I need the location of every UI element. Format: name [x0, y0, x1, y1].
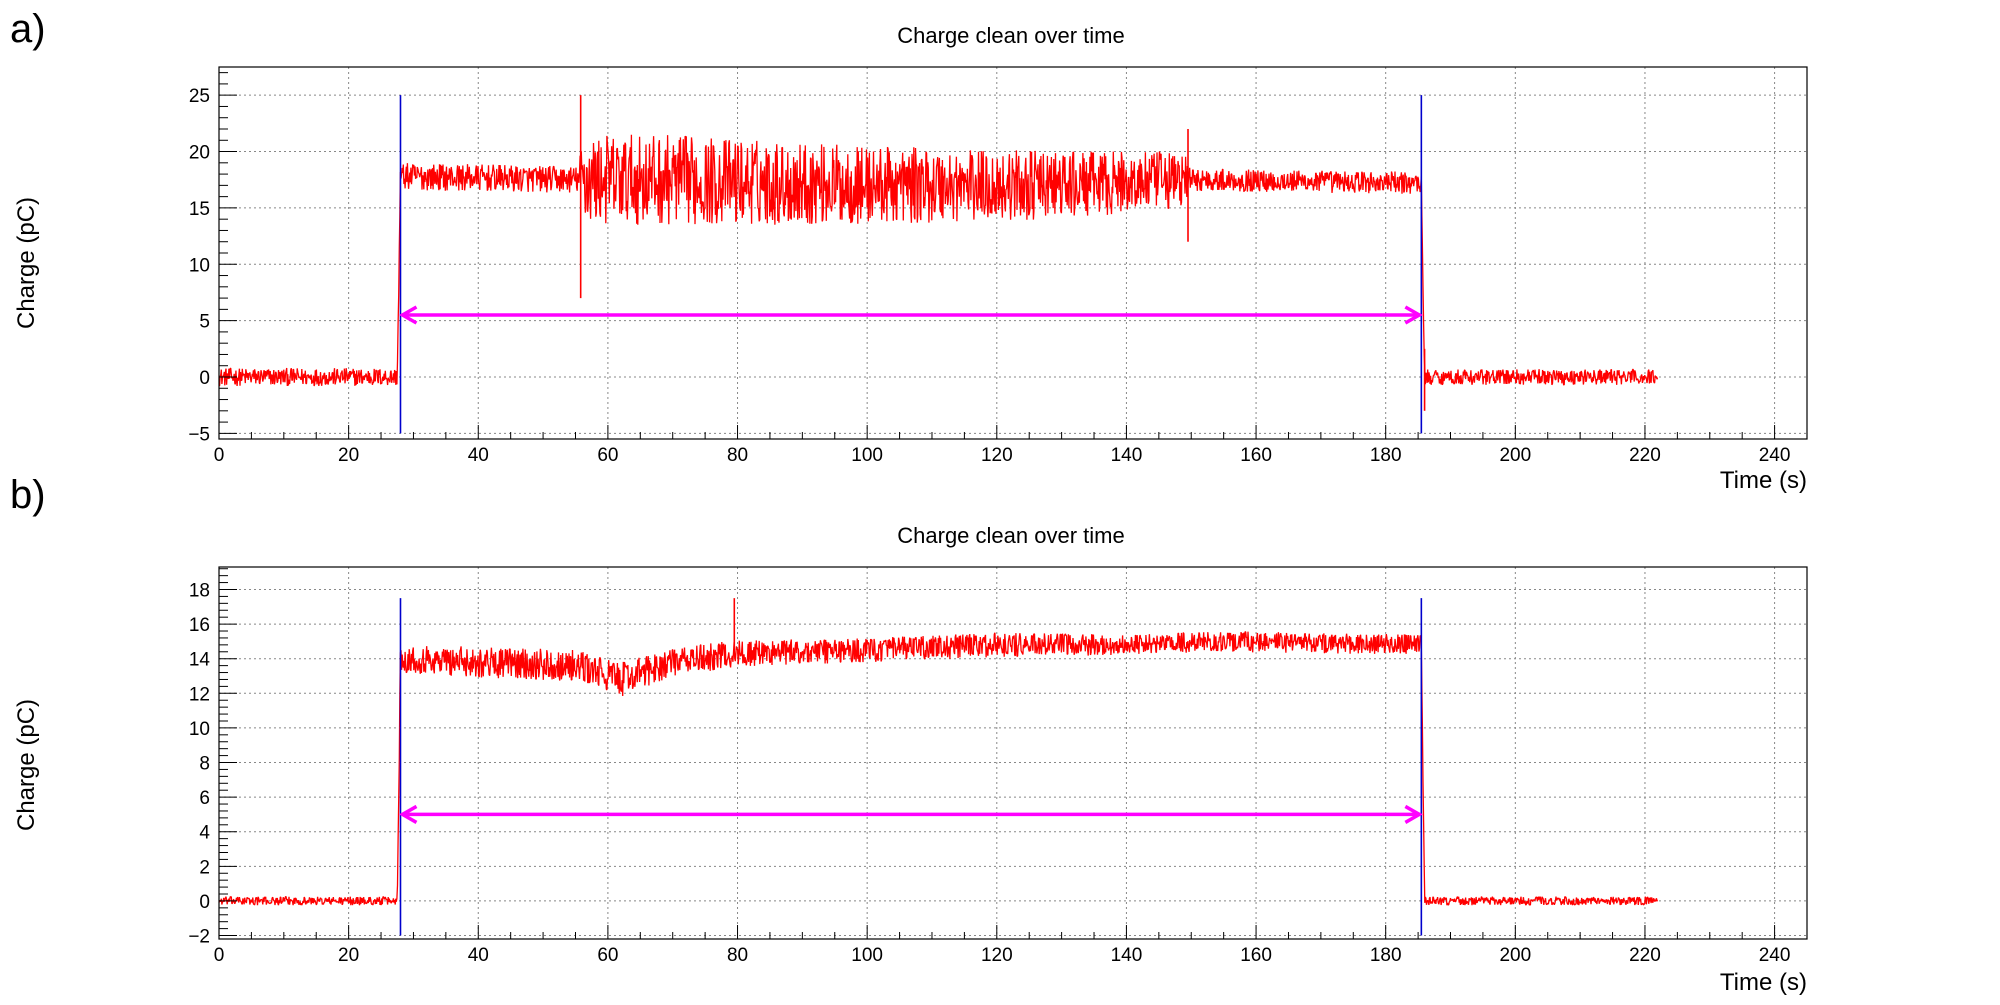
- a-signal-trace: [218, 134, 1659, 387]
- b-y-tick-label: 6: [199, 788, 210, 809]
- a-y-tick-label: 25: [189, 86, 210, 107]
- a-x-tick-label: 240: [1759, 445, 1791, 466]
- a-window-arrowhead-left: [398, 305, 418, 325]
- b-x-tick-label: 120: [981, 945, 1013, 966]
- b-y-tick-label: 18: [189, 580, 210, 601]
- b-y-tick-label: 0: [199, 892, 210, 913]
- a-x-tick-label: 220: [1629, 445, 1661, 466]
- panel-b-tag: b): [10, 473, 46, 517]
- b-x-tick-label: 100: [851, 945, 883, 966]
- panel-b-title: Charge clean over time: [897, 523, 1124, 548]
- a-x-tick-label: 20: [338, 445, 359, 466]
- panel-a-plot: 0 20 40 60 80 100 120 140 160 180 200 220 240−505101…: [188, 66, 1808, 466]
- a-x-tick-label: 100: [851, 445, 883, 466]
- b-x-tick-label: 180: [1370, 945, 1402, 966]
- b-y-tick-label: 4: [199, 823, 210, 844]
- b-window-arrowhead-left: [398, 804, 418, 824]
- a-x-tick-label: 180: [1370, 445, 1402, 466]
- b-signal-trace: [218, 631, 1659, 906]
- panel-b-xlabel: Time (s): [1720, 969, 1807, 996]
- b-x-tick-label: 60: [597, 945, 618, 966]
- panel-a-xlabel: Time (s): [1720, 467, 1807, 494]
- a-plot-frame: [218, 66, 1808, 440]
- a-y-tick-label: 0: [199, 368, 210, 389]
- b-y-tick-label: 14: [189, 650, 211, 671]
- a-x-tick-label: 120: [981, 445, 1013, 466]
- a-x-tick-label: 200: [1499, 445, 1531, 466]
- panel-a-ylabel: Charge (pC): [13, 197, 40, 329]
- b-y-tick-label: 16: [189, 615, 210, 636]
- b-y-tick-label: 10: [189, 719, 210, 740]
- panel-b-plot: 0 20 40 60 80 100 120 140 160 180 200 220 240−202468…: [188, 566, 1808, 966]
- a-window-arrowhead-right: [1404, 305, 1423, 325]
- b-x-tick-label: 80: [727, 945, 748, 966]
- a-y-tick-label: 10: [189, 255, 210, 276]
- b-window-arrowhead-right: [1404, 804, 1423, 824]
- b-x-tick-label: 140: [1111, 945, 1143, 966]
- b-y-tick-label: 2: [199, 857, 210, 878]
- b-x-tick-label: 20: [338, 945, 359, 966]
- b-y-tick-label: 12: [189, 684, 210, 705]
- a-y-tick-label: −5: [188, 424, 210, 445]
- b-y-tick-label: −2: [188, 927, 210, 948]
- b-plot-frame: [218, 566, 1808, 940]
- a-y-tick-label: 5: [199, 312, 210, 333]
- b-x-tick-label: 40: [468, 945, 489, 966]
- a-y-tick-label: 15: [189, 199, 210, 220]
- a-x-tick-label: 140: [1111, 445, 1143, 466]
- a-x-tick-label: 80: [727, 445, 748, 466]
- b-x-tick-label: 160: [1240, 945, 1272, 966]
- b-x-tick-label: 0: [214, 945, 225, 966]
- a-x-tick-label: 60: [597, 445, 618, 466]
- a-x-tick-label: 0: [214, 445, 225, 466]
- a-x-tick-label: 160: [1240, 445, 1272, 466]
- b-y-tick-label: 8: [199, 754, 210, 775]
- panel-b-ylabel: Charge (pC): [13, 699, 40, 831]
- b-x-tick-label: 240: [1759, 945, 1791, 966]
- a-x-tick-label: 40: [468, 445, 489, 466]
- panel-a-title: Charge clean over time: [897, 23, 1124, 48]
- b-x-tick-label: 200: [1499, 945, 1531, 966]
- a-y-tick-label: 20: [189, 143, 210, 164]
- panel-a-tag: a): [10, 7, 46, 51]
- b-x-tick-label: 220: [1629, 945, 1661, 966]
